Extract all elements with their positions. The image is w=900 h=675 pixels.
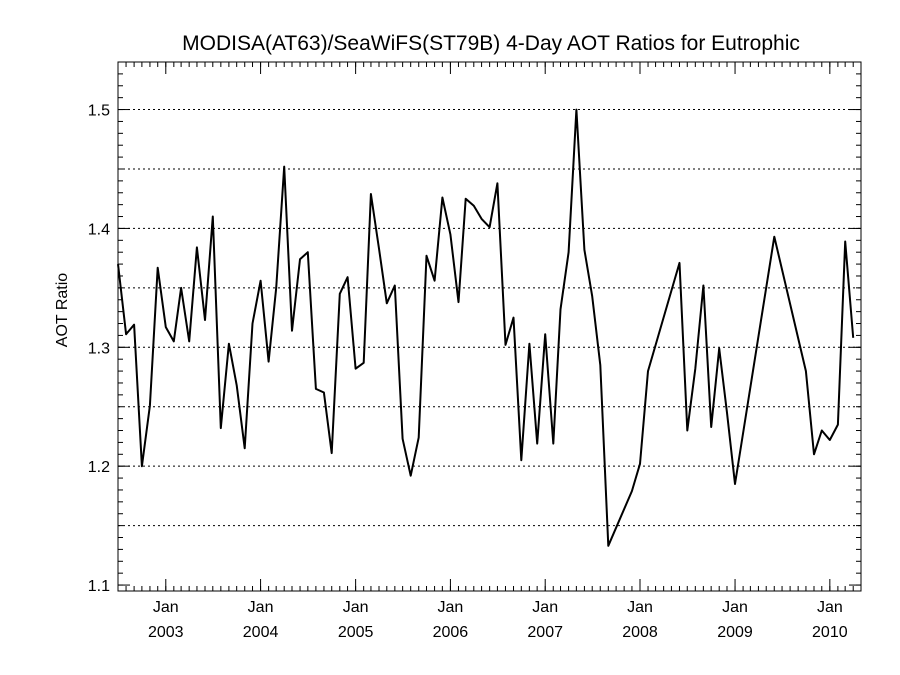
x-tick-month: Jan — [438, 599, 464, 616]
chart-title: MODISA(AT63)/SeaWiFS(ST79B) 4-Day AOT Ra… — [182, 32, 800, 55]
y-tick-label: 1.4 — [88, 221, 110, 238]
y-tick-label: 1.3 — [88, 340, 110, 357]
x-tick-year: 2004 — [243, 624, 279, 641]
x-tick-month: Jan — [248, 599, 274, 616]
x-tick-year: 2006 — [433, 624, 469, 641]
y-tick-label: 1.1 — [88, 578, 110, 595]
x-tick-month: Jan — [343, 599, 369, 616]
x-tick-month: Jan — [153, 599, 179, 616]
y-tick-labels: 1.1 1.2 1.3 1.4 1.5 — [88, 103, 110, 596]
x-tick-year: 2009 — [717, 624, 753, 641]
x-tick-labels: Jan 2003 Jan 2004 Jan 2005 Jan 2006 Jan 2007 Jan 20… — [148, 599, 848, 641]
x-tick-year: 2008 — [622, 624, 658, 641]
series-line — [117, 108, 855, 547]
x-tick-year: 2010 — [812, 624, 848, 641]
x-tick-year: 2007 — [527, 624, 563, 641]
y-tick-label: 1.2 — [88, 459, 110, 476]
axis-ticks — [118, 61, 861, 591]
y-axis-label: AOT Ratio — [54, 273, 71, 348]
x-tick-year: 2005 — [338, 624, 374, 641]
x-tick-month: Jan — [627, 599, 653, 616]
x-tick-month: Jan — [532, 599, 558, 616]
x-tick-year: 2003 — [148, 624, 184, 641]
x-tick-month: Jan — [722, 599, 748, 616]
x-tick-month: Jan — [817, 599, 843, 616]
gridlines — [118, 109, 861, 527]
plot-frame — [117, 61, 862, 592]
y-tick-label: 1.5 — [88, 103, 110, 120]
